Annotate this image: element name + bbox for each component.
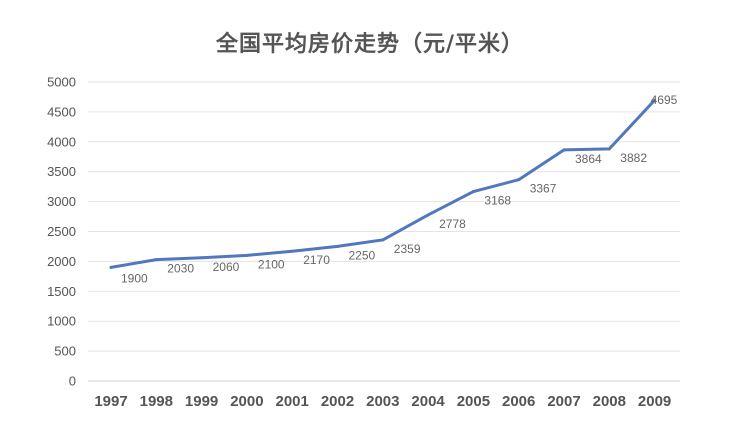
x-tick-label: 2003 [366, 393, 399, 410]
data-label: 2060 [213, 260, 240, 274]
x-tick-label: 1999 [185, 393, 218, 410]
y-tick-label: 500 [54, 344, 76, 359]
x-tick-label: 2005 [457, 393, 490, 410]
data-point [200, 256, 204, 260]
y-axis-ticks: 0 500 1000 1500 2000 2500 3000 3500 4000 4500 5000 [47, 75, 76, 389]
data-point [517, 178, 521, 182]
data-label: 3168 [484, 194, 511, 208]
x-axis-ticks: 1997 1998 1999 2000 2001 2002 2003 2004 2005 2006… [94, 393, 671, 410]
data-label: 3882 [620, 151, 647, 165]
x-tick-label: 2008 [593, 393, 626, 410]
x-tick-label: 2007 [547, 393, 580, 410]
data-point [471, 190, 475, 194]
data-label: 1900 [121, 271, 148, 285]
y-tick-label: 2500 [47, 224, 76, 239]
data-point [653, 98, 657, 102]
data-label: 4695 [651, 93, 678, 107]
x-tick-label: 2009 [638, 393, 671, 410]
data-point [245, 253, 249, 257]
y-tick-label: 2000 [47, 254, 76, 269]
y-tick-label: 3000 [47, 194, 76, 209]
data-point [426, 213, 430, 217]
series-line [109, 98, 657, 269]
data-label: 2170 [303, 253, 330, 267]
data-point [336, 244, 339, 248]
data-label: 2359 [394, 242, 421, 256]
x-tick-label: 1997 [94, 393, 127, 410]
data-label: 3367 [530, 182, 557, 196]
y-tick-label: 5000 [47, 75, 76, 90]
data-point [154, 258, 158, 262]
data-point [381, 238, 385, 242]
data-label: 3864 [575, 152, 602, 166]
series-line-layer [109, 98, 657, 269]
data-label: 2250 [349, 248, 376, 262]
data-point [109, 265, 113, 269]
x-tick-label: 1998 [140, 393, 173, 410]
x-tick-label: 2001 [276, 393, 309, 410]
x-tick-label: 2004 [411, 393, 445, 410]
gridlines [88, 81, 680, 382]
data-labels: 1900 2030 2060 2100 2170 2250 2359 2778 3168 3367… [121, 93, 678, 285]
data-label: 2030 [167, 262, 194, 276]
y-tick-label: 1000 [47, 314, 76, 329]
x-tick-label: 2000 [230, 393, 263, 410]
y-tick-label: 4000 [47, 134, 76, 149]
x-tick-label: 2006 [502, 393, 535, 410]
y-tick-label: 0 [69, 374, 76, 389]
data-label: 2778 [439, 217, 466, 231]
chart-title: 全国平均房价走势（元/平米） [215, 32, 525, 57]
x-tick-label: 2002 [321, 393, 354, 410]
y-tick-label: 3500 [47, 164, 76, 179]
data-label: 2100 [258, 257, 285, 271]
data-point [290, 249, 294, 253]
y-tick-label: 1500 [47, 284, 76, 299]
data-point [607, 147, 611, 151]
data-point [562, 148, 566, 152]
y-tick-label: 4500 [47, 104, 76, 119]
